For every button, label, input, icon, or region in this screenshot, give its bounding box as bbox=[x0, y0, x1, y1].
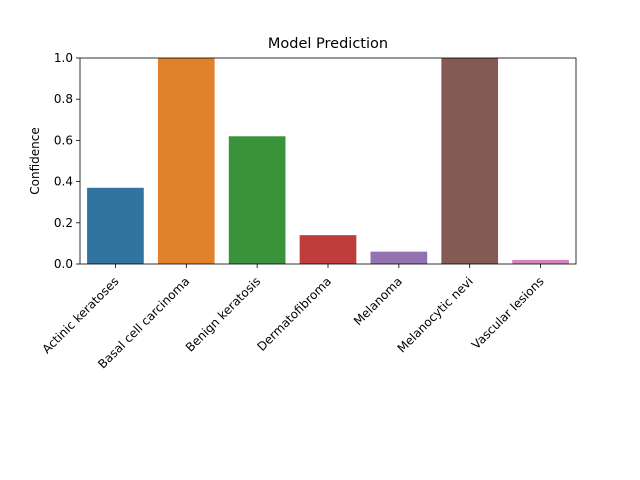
x-tick-label-5: Melanocytic nevi bbox=[395, 274, 476, 355]
x-tick-label-3: Dermatofibroma bbox=[254, 274, 334, 354]
bar-6 bbox=[512, 259, 569, 264]
bar-3 bbox=[299, 235, 357, 264]
x-tick-label-0: Actinic keratoses bbox=[39, 274, 121, 356]
plot-frame bbox=[79, 57, 577, 265]
x-tick-label-2: Benign keratosis bbox=[183, 274, 263, 354]
bar-5 bbox=[441, 58, 499, 264]
bar-1 bbox=[157, 58, 215, 264]
y-tick-label-4: 0.8 bbox=[54, 92, 73, 106]
bar-2 bbox=[228, 136, 286, 264]
x-tick-label-6: Vascular lesions bbox=[469, 274, 547, 352]
bar-4 bbox=[370, 251, 428, 264]
y-tick-label-1: 0.2 bbox=[54, 216, 73, 230]
y-axis: 0.0 0.2 0.4 0.6 0.8 1.0 bbox=[54, 51, 80, 271]
y-tick-label-0: 0.0 bbox=[54, 257, 73, 271]
y-tick-label-2: 0.4 bbox=[54, 175, 73, 189]
bar-0 bbox=[87, 187, 144, 264]
bars-group bbox=[87, 58, 569, 264]
chart-title: Model Prediction bbox=[268, 36, 388, 52]
x-tick-label-4: Melanoma bbox=[351, 274, 405, 328]
y-axis-label: Confidence bbox=[28, 127, 42, 194]
y-tick-label-3: 0.6 bbox=[54, 133, 73, 147]
y-tick-label-5: 1.0 bbox=[54, 51, 73, 65]
